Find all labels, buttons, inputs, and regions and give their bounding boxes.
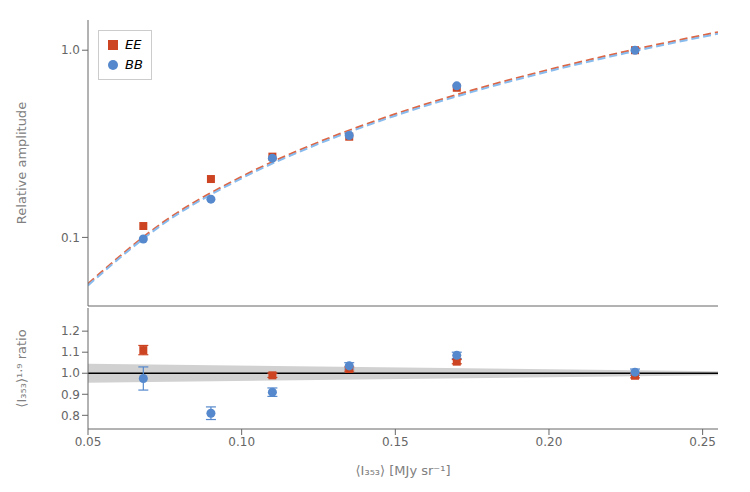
svg-text:1.0: 1.0 <box>61 366 80 380</box>
svg-text:1.0: 1.0 <box>61 43 80 57</box>
svg-text:1.2: 1.2 <box>61 324 80 338</box>
svg-text:0.20: 0.20 <box>536 435 563 449</box>
svg-text:0.10: 0.10 <box>228 435 255 449</box>
svg-text:Relative amplitude: Relative amplitude <box>14 102 29 224</box>
svg-text:0.8: 0.8 <box>61 409 80 423</box>
svg-text:⟨I₃₅₃⟩¹·⁹ ratio: ⟨I₃₅₃⟩¹·⁹ ratio <box>14 329 29 407</box>
html-text:BB: BB <box>125 57 143 72</box>
html-text:EE: EE <box>125 37 142 52</box>
svg-text:1.1: 1.1 <box>61 345 80 359</box>
svg-text:0.05: 0.05 <box>75 435 102 449</box>
svg-text:0.15: 0.15 <box>382 435 409 449</box>
svg-text:⟨I₃₅₃⟩ [MJy sr⁻¹]: ⟨I₃₅₃⟩ [MJy sr⁻¹] <box>356 463 451 478</box>
svg-text:0.1: 0.1 <box>61 231 80 245</box>
svg-text:0.25: 0.25 <box>689 435 716 449</box>
svg-text:0.9: 0.9 <box>61 388 80 402</box>
